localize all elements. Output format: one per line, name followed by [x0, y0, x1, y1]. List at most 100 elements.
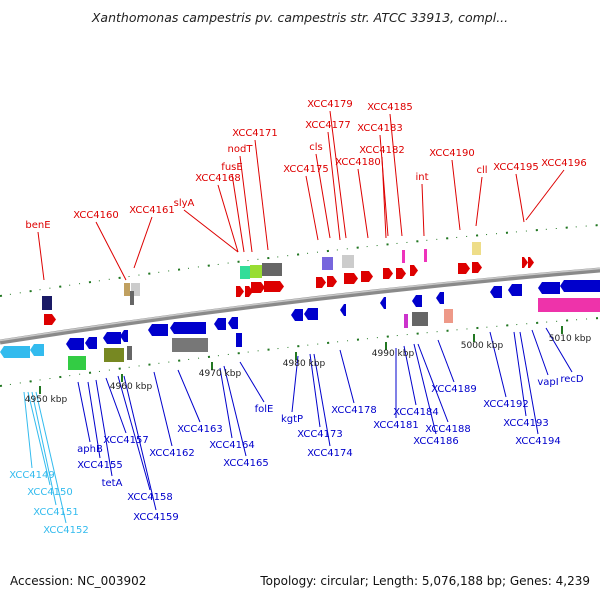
top-leader-line: [327, 131, 341, 241]
gene-feature: [170, 322, 206, 334]
gene-label-top: XCC4171: [232, 128, 278, 139]
gene-label-bottom: XCC4186: [413, 436, 459, 447]
gene-label-bottom: XCC4184: [393, 407, 439, 418]
gene-feature: [361, 271, 373, 282]
gene-feature: [402, 250, 405, 263]
bottom-leader-line: [87, 381, 101, 459]
gene-label-top: XCC4168: [195, 173, 241, 184]
gene-feature: [236, 286, 244, 297]
top-track-guide: [0, 224, 600, 297]
gene-feature: [412, 295, 422, 307]
gene-feature: [66, 338, 84, 350]
gene-label-bottom: aphB: [77, 444, 103, 455]
bottom-leader-line: [413, 343, 437, 435]
gene-label-bottom: XCC4193: [503, 418, 549, 429]
bottom-leader-line: [123, 375, 157, 511]
gene-feature: [327, 276, 337, 287]
gene-feature: [44, 314, 56, 325]
gene-feature: [322, 257, 333, 270]
gene-feature: [291, 309, 303, 321]
top-leader-line: [239, 155, 253, 253]
gene-label-bottom: kgtP: [281, 414, 303, 425]
top-leader-line: [315, 153, 331, 239]
top-leader-line: [379, 134, 389, 237]
gene-feature: [251, 282, 265, 293]
bottom-leader-line: [545, 327, 573, 373]
top-leader-line: [95, 221, 127, 281]
gene-label-top: int: [415, 172, 428, 183]
bottom-leader-line: [223, 365, 247, 457]
bottom-leader-line: [105, 377, 127, 434]
gene-label-bottom: XCC4163: [177, 424, 223, 435]
gene-label-top: XCC4180: [335, 157, 381, 168]
bottom-leader-line: [219, 367, 233, 439]
bottom-leader-line: [513, 331, 527, 417]
gene-label-bottom: XCC4158: [127, 492, 173, 503]
gene-feature: [148, 324, 168, 336]
gene-feature: [262, 263, 282, 276]
gene-label-bottom: recD: [560, 374, 584, 385]
top-leader-line: [231, 173, 245, 253]
bottom-leader-line: [519, 331, 539, 435]
gene-label-bottom: XCC4173: [297, 429, 343, 440]
scale-tick-label: 4970 kbp: [199, 369, 242, 379]
gene-label-bottom: XCC4189: [431, 384, 477, 395]
gene-feature: [436, 292, 444, 304]
top-leader-line: [357, 168, 369, 239]
gene-label-bottom: folE: [255, 404, 274, 415]
gene-label-bottom: tetA: [102, 478, 123, 489]
top-leader-line: [475, 176, 483, 227]
gene-feature: [68, 356, 86, 370]
forward-strand-genes: [44, 242, 534, 325]
gene-label-bottom: XCC4157: [103, 435, 149, 446]
top-leader-line: [183, 209, 239, 253]
top-leader-line: [421, 183, 425, 237]
gene-label-bottom: XCC4181: [373, 420, 419, 431]
gene-label-top: XCC4179: [307, 99, 353, 110]
gene-feature: [383, 268, 393, 279]
gene-label-bottom: XCC4194: [515, 436, 561, 447]
gene-label-top: XCC4183: [357, 123, 403, 134]
bottom-leader-line: [27, 391, 51, 486]
gene-feature: [508, 284, 522, 296]
bottom-leader-line: [239, 361, 265, 403]
gene-label-bottom: XCC4152: [43, 525, 89, 536]
bottom-leader-line: [153, 371, 173, 447]
gene-label-bottom: XCC4192: [483, 399, 529, 410]
gene-label-top: fusE: [221, 162, 242, 173]
gene-feature: [424, 249, 427, 262]
bottom-leader-line: [95, 379, 113, 477]
gene-label-top: XCC4190: [429, 148, 475, 159]
gene-label-bottom: XCC4159: [133, 512, 179, 523]
top-leader-line: [451, 159, 461, 231]
gene-feature: [214, 318, 226, 330]
bottom-leader-line: [531, 329, 549, 376]
bottom-leader-line: [313, 353, 331, 447]
gene-label-top: XCC4161: [129, 205, 175, 216]
gene-feature: [472, 242, 481, 255]
gene-feature: [264, 281, 284, 292]
reverse-strand-genes: [0, 280, 600, 370]
gene-feature: [560, 280, 600, 292]
gene-feature: [30, 344, 44, 356]
gene-feature: [316, 277, 326, 288]
gene-label-bottom: XCC4178: [331, 405, 377, 416]
gene-feature: [538, 282, 560, 294]
top-leader-line: [37, 231, 45, 281]
gene-label-top: benE: [25, 220, 50, 231]
gene-label-bottom: XCC4162: [149, 448, 195, 459]
gene-feature: [120, 330, 128, 342]
gene-feature: [342, 255, 354, 268]
scale-tick-label: 4950 kbp: [25, 395, 68, 405]
gene-feature: [412, 312, 428, 326]
gene-feature: [131, 283, 140, 296]
gene-feature: [472, 262, 482, 273]
gene-label-top: nodT: [228, 144, 254, 155]
genome-backbone: [0, 267, 600, 345]
bottom-leader-line: [339, 349, 355, 404]
bottom-leader-line: [489, 331, 507, 398]
scale-tick-label: 4980 kbp: [283, 359, 326, 369]
gene-feature: [380, 297, 386, 309]
